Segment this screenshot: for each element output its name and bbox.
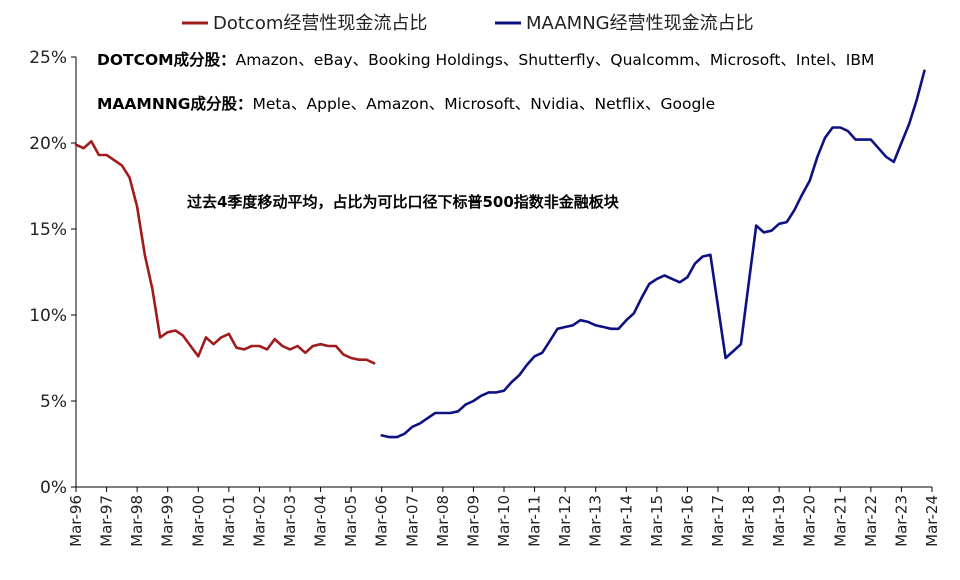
annotations: DOTCOM成分股：Amazon、eBay、Booking Holdings、S… — [97, 50, 874, 211]
x-tick-label: Mar-17 — [709, 495, 727, 547]
x-tick-label: Mar-01 — [220, 495, 238, 547]
x-tick-label: Mar-10 — [495, 495, 513, 547]
x-tick-label: Mar-06 — [373, 495, 391, 547]
x-tick-label: Mar-20 — [801, 495, 819, 547]
dotcom-members-list: Amazon、eBay、Booking Holdings、Shutterfly、… — [236, 51, 875, 69]
series-lines — [74, 69, 926, 439]
y-axis-ticks: 0% 5% 10% 15% 20% 25% — [29, 48, 76, 498]
x-tick-label: Mar-24 — [923, 495, 941, 547]
x-tick-label: Mar-97 — [98, 495, 116, 547]
y-tick-label: 20% — [29, 134, 67, 154]
x-tick-label: Mar-14 — [617, 495, 635, 547]
x-axis-ticks: Mar-96 Mar-97 Mar-98 Mar-99 Mar-00 Mar-01 Mar-… — [67, 487, 941, 547]
maamnng-members-note: MAAMNNG成分股：Meta、Apple、Amazon、Microsoft、N… — [97, 94, 715, 113]
legend-label-dotcom: Dotcom经营性现金流占比 — [213, 13, 427, 34]
x-tick-label: Mar-13 — [587, 495, 605, 547]
x-tick-label: Mar-99 — [159, 495, 177, 547]
x-tick-label: Mar-21 — [831, 495, 849, 547]
maamnng-members-list: Meta、Apple、Amazon、Microsoft、Nvidia、Netfl… — [253, 95, 716, 113]
y-tick-label: 0% — [40, 478, 67, 498]
x-tick-label: Mar-16 — [678, 495, 696, 547]
x-tick-label: Mar-18 — [740, 495, 758, 547]
x-tick-label: Mar-23 — [892, 495, 910, 547]
x-tick-label: Mar-19 — [770, 495, 788, 547]
x-tick-label: Mar-98 — [128, 495, 146, 547]
dotcom-members-note: DOTCOM成分股：Amazon、eBay、Booking Holdings、S… — [97, 50, 874, 69]
maamnng-members-label: MAAMNNG成分股： — [97, 94, 253, 113]
y-tick-label: 25% — [29, 48, 67, 68]
x-tick-label: Mar-00 — [189, 495, 207, 547]
x-tick-label: Mar-22 — [862, 495, 880, 547]
x-tick-label: Mar-02 — [250, 495, 268, 547]
y-tick-label: 10% — [29, 306, 67, 326]
y-tick-label: 5% — [40, 392, 67, 412]
moving-average-note: 过去4季度移动平均，占比为可比口径下标普500指数非金融板块 — [187, 193, 620, 211]
x-tick-label: Mar-04 — [312, 495, 330, 547]
y-tick-label: 15% — [29, 220, 67, 240]
maamng-series-line — [380, 69, 926, 439]
dotcom-members-label: DOTCOM成分股： — [97, 50, 236, 69]
x-tick-label: Mar-96 — [67, 495, 85, 547]
axes — [75, 57, 932, 488]
x-tick-label: Mar-11 — [526, 495, 544, 547]
x-tick-label: Mar-07 — [403, 495, 421, 547]
x-tick-label: Mar-12 — [556, 495, 574, 547]
x-tick-label: Mar-08 — [434, 495, 452, 547]
x-tick-label: Mar-09 — [464, 495, 482, 547]
legend-label-maamng: MAAMNG经营性现金流占比 — [526, 13, 754, 34]
x-tick-label: Mar-05 — [342, 495, 360, 547]
legend: Dotcom经营性现金流占比 MAAMNG经营性现金流占比 — [182, 13, 754, 34]
x-tick-label: Mar-03 — [281, 495, 299, 547]
x-tick-label: Mar-15 — [648, 495, 666, 547]
dotcom-series-line — [74, 140, 376, 365]
